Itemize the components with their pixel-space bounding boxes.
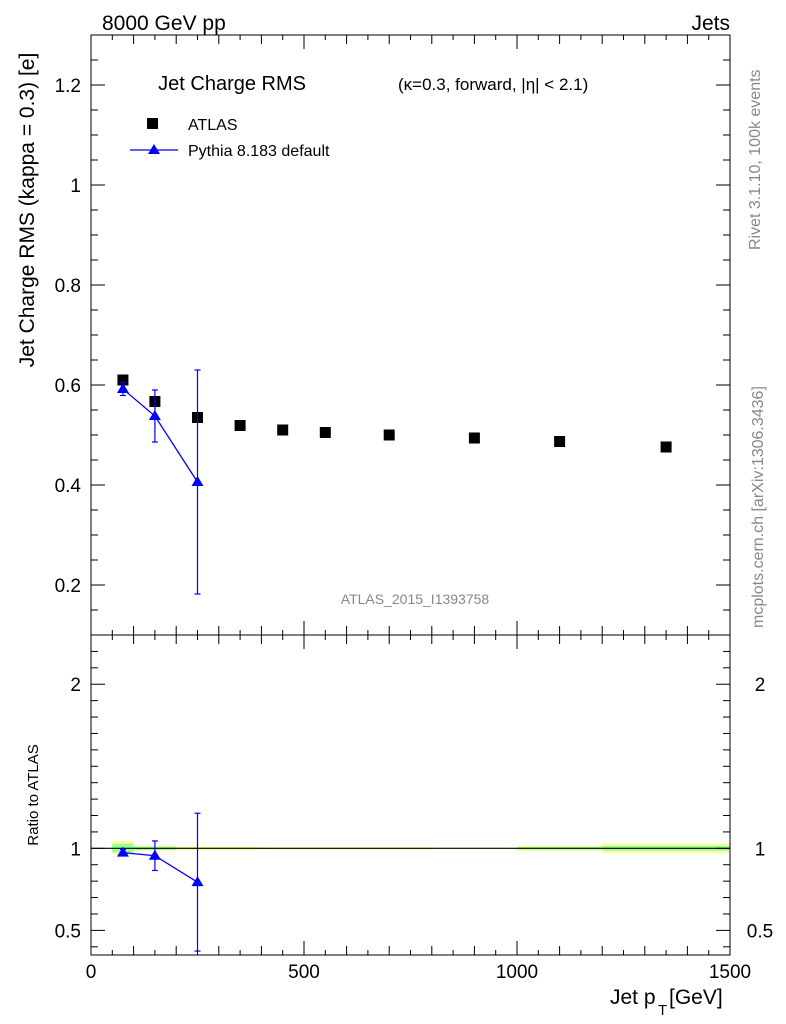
atlas-data-point bbox=[383, 429, 395, 441]
legend-atlas-marker bbox=[147, 118, 158, 129]
ratio-y-tick-label-right: 0.5 bbox=[747, 921, 773, 942]
x-axis-label-main: Jet p bbox=[610, 986, 656, 1009]
atlas-data-point bbox=[234, 420, 246, 431]
ratio-y-axis-label: Ratio to ATLAS bbox=[25, 744, 42, 845]
ratio-pythia-point bbox=[116, 846, 129, 857]
legend-pythia-label: Pythia 8.183 default bbox=[188, 143, 330, 160]
x-tick-label: 1500 bbox=[709, 962, 751, 983]
mcplots-label: mcplots.cern.ch [arXiv:1306.3436] bbox=[750, 386, 767, 628]
x-tick-label: 0 bbox=[86, 962, 97, 983]
ratio-pythia-point bbox=[148, 849, 161, 860]
pythia-data-point bbox=[148, 410, 161, 420]
x-axis-label: Jet p T [GeV] bbox=[610, 986, 723, 1019]
atlas-data-point bbox=[319, 427, 331, 438]
legend-pythia-marker bbox=[148, 144, 160, 154]
ratio-y-tick-label-right: 1 bbox=[755, 839, 766, 860]
x-tick-label: 1000 bbox=[496, 962, 538, 983]
x-axis-label-unit: [GeV] bbox=[669, 986, 723, 1009]
rivet-label: Rivet 3.1.10, 100k events bbox=[747, 69, 764, 250]
main-plot-frame bbox=[90, 34, 731, 636]
main-y-axis-label: Jet Charge RMS (kappa = 0.3) [e] bbox=[16, 53, 39, 368]
atlas-data-point bbox=[117, 374, 129, 386]
atlas-data-point bbox=[660, 441, 672, 453]
analysis-watermark: ATLAS_2015_I1393758 bbox=[341, 591, 490, 607]
ratio-y-tick-label-left: 2 bbox=[70, 675, 81, 696]
header-left: 8000 GeV pp bbox=[102, 12, 226, 35]
main-y-tick-label: 0.4 bbox=[55, 476, 82, 497]
ratio-y-tick-label-left: 1 bbox=[70, 839, 81, 860]
pythia-data-point bbox=[191, 476, 204, 486]
chart-marks: 0 500 1000 1500 0.2 0.4 0.6 0.8 1 1.2 0.5 0.5 1 1 2 2 bbox=[55, 34, 773, 983]
main-y-tick-label: 1 bbox=[70, 176, 81, 197]
main-y-tick-label: 0.8 bbox=[55, 276, 81, 297]
x-tick-label: 500 bbox=[288, 962, 320, 983]
pythia-data-point bbox=[116, 383, 129, 393]
main-y-tick-label: 0.6 bbox=[55, 376, 81, 397]
ratio-y-tick-label-left: 0.5 bbox=[55, 921, 81, 942]
legend-atlas-label: ATLAS bbox=[188, 117, 238, 134]
ratio-y-tick-label-right: 2 bbox=[755, 675, 766, 696]
main-y-tick-label: 1.2 bbox=[55, 76, 81, 97]
legend: ATLAS Pythia 8.183 default bbox=[130, 117, 330, 160]
main-y-tick-label: 0.2 bbox=[55, 576, 81, 597]
ratio-plot-frame bbox=[90, 634, 731, 956]
x-axis-label-sub: T bbox=[658, 1002, 667, 1019]
atlas-data-point bbox=[468, 432, 480, 444]
ratio-pythia-point bbox=[191, 876, 204, 887]
main-title: Jet Charge RMS bbox=[158, 73, 306, 95]
ratio-pythia-line bbox=[122, 851, 198, 883]
main-title-sub: (κ=0.3, forward, |η| < 2.1) bbox=[398, 75, 588, 94]
atlas-data-point bbox=[554, 436, 566, 447]
atlas-data-point bbox=[277, 424, 289, 436]
header-right: Jets bbox=[691, 12, 730, 35]
